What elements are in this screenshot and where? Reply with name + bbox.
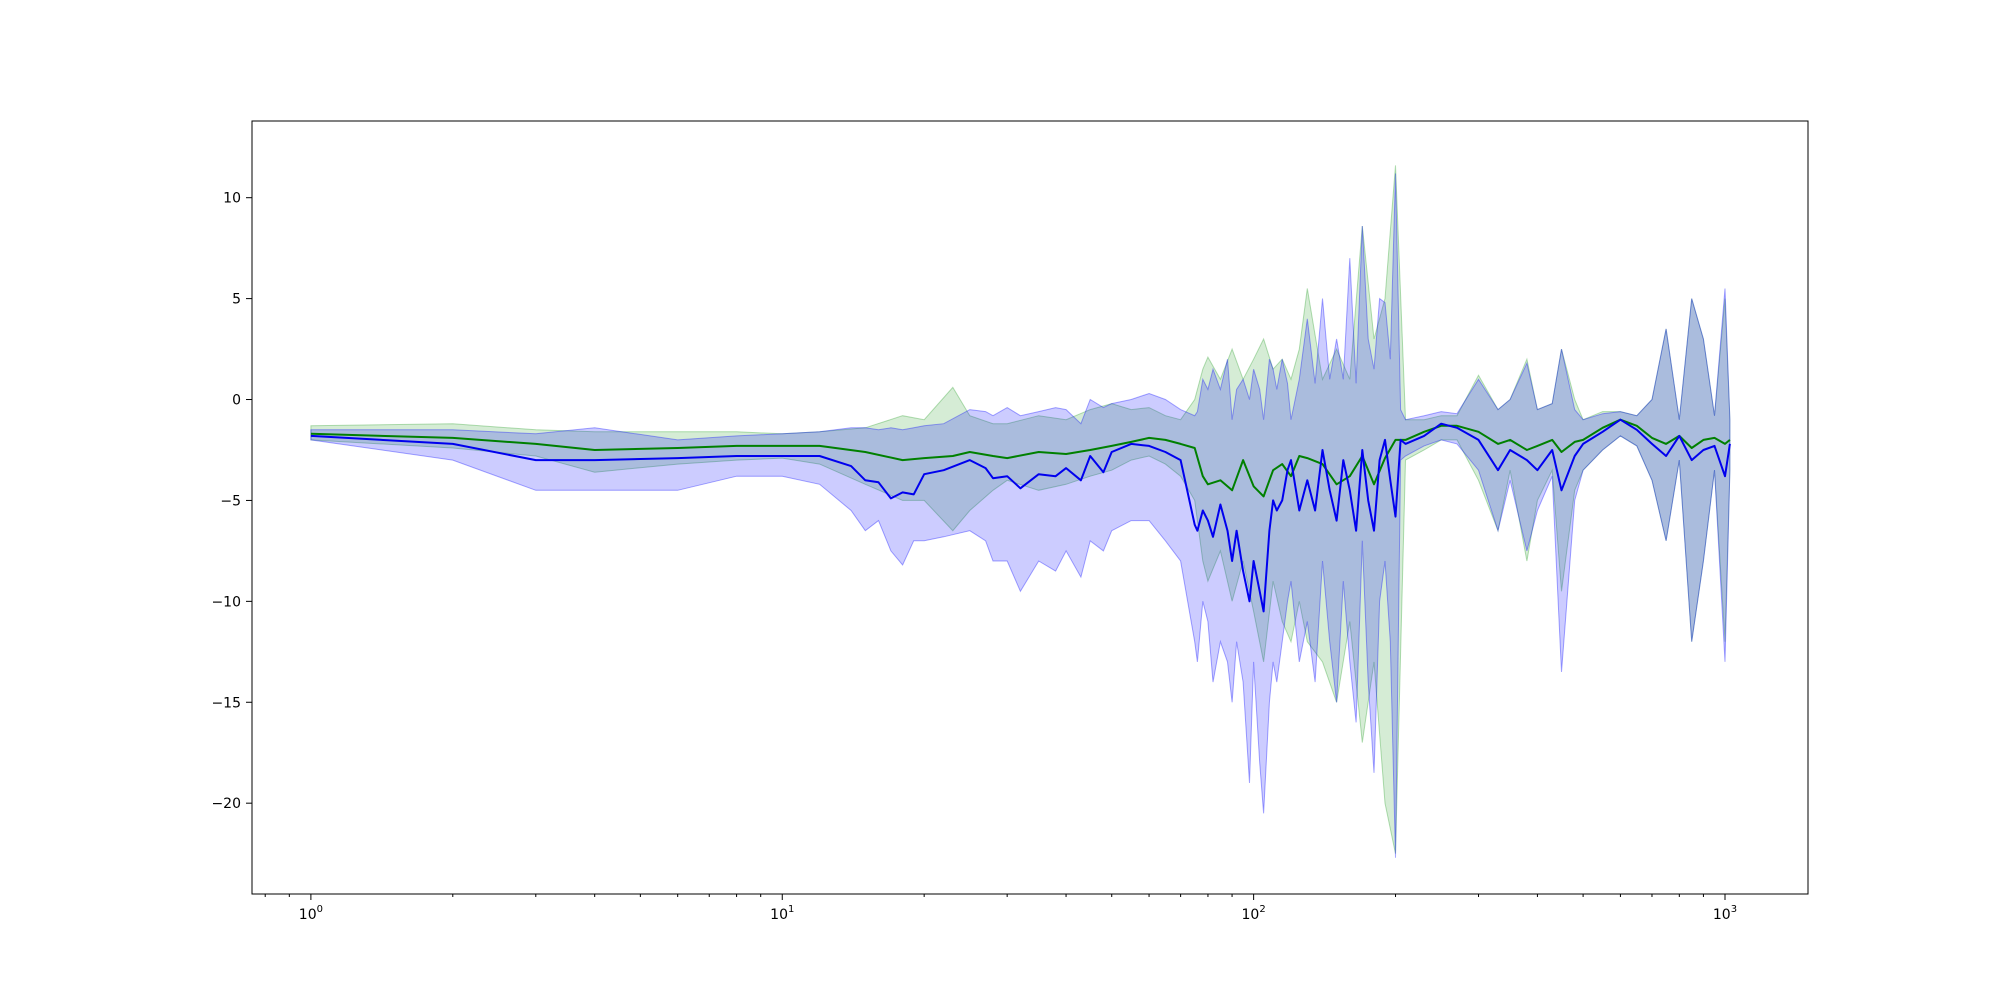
- series-2-line: [310, 418, 1731, 613]
- plot-area: [310, 165, 1731, 858]
- series-2-band: [310, 173, 1731, 858]
- x-tick-label: 103: [1713, 904, 1737, 923]
- y-tick-label: 5: [232, 292, 241, 308]
- y-tick-label: −5: [220, 493, 241, 509]
- axes-frame: [251, 120, 1809, 895]
- axes: 100 101 102 103 10 5 0 −5 −10 −15 −20: [211, 191, 1737, 923]
- y-tick-label: −15: [211, 695, 241, 711]
- x-tick-label: 102: [1242, 904, 1266, 923]
- x-tick-label: 101: [770, 904, 794, 923]
- y-tick-label: 10: [223, 191, 241, 207]
- y-tick-label: 0: [232, 393, 241, 409]
- series-1-band: [310, 165, 1731, 854]
- x-tick-label: 100: [299, 904, 323, 923]
- y-tick-label: −20: [211, 796, 241, 812]
- series-1-line: [310, 418, 1731, 498]
- y-tick-label: −10: [211, 594, 241, 610]
